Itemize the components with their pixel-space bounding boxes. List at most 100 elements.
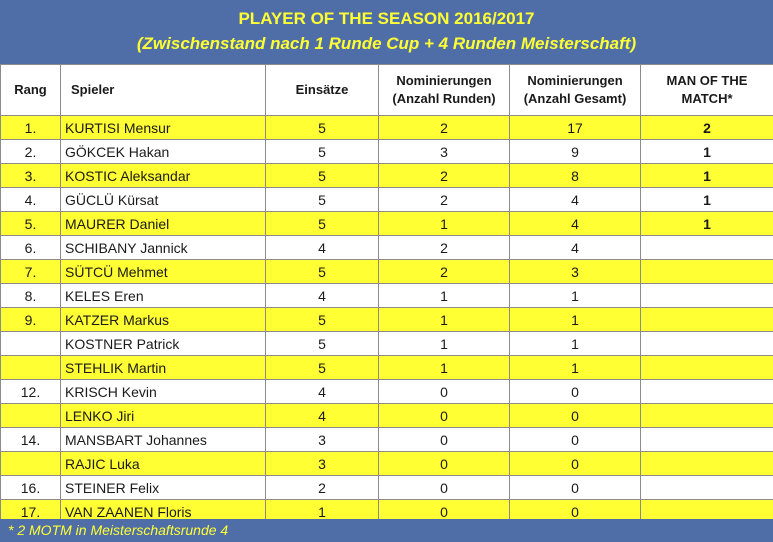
table-row: LENKO Jiri 4 0 0 xyxy=(0,403,773,428)
table-row: RAJIC Luka 3 0 0 xyxy=(0,451,773,476)
header-nominierungen-runden-line2: (Anzahl Runden) xyxy=(392,91,496,106)
table-row: STEHLIK Martin 5 1 1 xyxy=(0,355,773,380)
cell-nominierungen-gesamt: 0 xyxy=(509,379,641,404)
cell-einsaetze: 5 xyxy=(265,139,379,164)
cell-spieler: GÜCLÜ Kürsat xyxy=(60,187,266,212)
cell-einsaetze: 5 xyxy=(265,187,379,212)
cell-einsaetze: 5 xyxy=(265,211,379,236)
header-man-of-the-match: MAN OF THE MATCH* xyxy=(640,64,773,116)
cell-nominierungen-runden: 0 xyxy=(378,451,510,476)
table-row: 1. KURTISI Mensur 5 2 17 2 xyxy=(0,115,773,140)
cell-einsaetze: 3 xyxy=(265,451,379,476)
header-nominierungen-runden: Nominierungen (Anzahl Runden) xyxy=(378,64,510,116)
cell-rang: 14. xyxy=(0,427,61,452)
table-row: KOSTNER Patrick 5 1 1 xyxy=(0,331,773,356)
table-row: 14. MANSBART Johannes 3 0 0 xyxy=(0,427,773,452)
cell-nominierungen-runden: 1 xyxy=(378,307,510,332)
cell-nominierungen-gesamt: 0 xyxy=(509,475,641,500)
cell-nominierungen-runden: 1 xyxy=(378,283,510,308)
cell-nominierungen-gesamt: 4 xyxy=(509,211,641,236)
header-nominierungen-gesamt: Nominierungen (Anzahl Gesamt) xyxy=(509,64,641,116)
cell-rang: 6. xyxy=(0,235,61,260)
header-motm-line2: MATCH* xyxy=(681,91,733,106)
cell-rang xyxy=(0,355,61,380)
cell-man-of-the-match xyxy=(640,451,773,476)
table-row: 9. KATZER Markus 5 1 1 xyxy=(0,307,773,332)
cell-einsaetze: 2 xyxy=(265,475,379,500)
cell-spieler: KRISCH Kevin xyxy=(60,379,266,404)
cell-nominierungen-runden: 2 xyxy=(378,259,510,284)
cell-man-of-the-match: 1 xyxy=(640,139,773,164)
cell-nominierungen-runden: 2 xyxy=(378,235,510,260)
cell-man-of-the-match xyxy=(640,427,773,452)
cell-rang: 9. xyxy=(0,307,61,332)
footnote-band: * 2 MOTM in Meisterschaftsrunde 4 xyxy=(0,519,773,542)
cell-nominierungen-gesamt: 9 xyxy=(509,139,641,164)
cell-einsaetze: 5 xyxy=(265,331,379,356)
cell-nominierungen-gesamt: 0 xyxy=(509,451,641,476)
cell-spieler: KURTISI Mensur xyxy=(60,115,266,140)
cell-nominierungen-runden: 3 xyxy=(378,139,510,164)
cell-nominierungen-gesamt: 3 xyxy=(509,259,641,284)
cell-einsaetze: 4 xyxy=(265,379,379,404)
header-motm-line1: MAN OF THE xyxy=(666,73,748,88)
cell-man-of-the-match xyxy=(640,259,773,284)
sheet-subtitle: (Zwischenstand nach 1 Runde Cup + 4 Rund… xyxy=(136,34,637,53)
cell-spieler: MANSBART Johannes xyxy=(60,427,266,452)
cell-nominierungen-runden: 2 xyxy=(378,187,510,212)
cell-nominierungen-runden: 1 xyxy=(378,331,510,356)
table-row: 3. KOSTIC Aleksandar 5 2 8 1 xyxy=(0,163,773,188)
sheet-title: PLAYER OF THE SEASON 2016/2017 xyxy=(238,9,535,28)
cell-spieler: SÜTCÜ Mehmet xyxy=(60,259,266,284)
cell-nominierungen-gesamt: 8 xyxy=(509,163,641,188)
cell-nominierungen-runden: 0 xyxy=(378,475,510,500)
cell-man-of-the-match xyxy=(640,475,773,500)
cell-nominierungen-gesamt: 4 xyxy=(509,187,641,212)
cell-nominierungen-gesamt: 1 xyxy=(509,355,641,380)
table-row: 5. MAURER Daniel 5 1 4 1 xyxy=(0,211,773,236)
header-row: Rang Spieler Einsätze Nominierungen (Anz… xyxy=(0,64,773,116)
cell-rang: 1. xyxy=(0,115,61,140)
cell-man-of-the-match xyxy=(640,235,773,260)
cell-nominierungen-runden: 0 xyxy=(378,427,510,452)
title-band: PLAYER OF THE SEASON 2016/2017 (Zwischen… xyxy=(0,0,773,64)
cell-einsaetze: 5 xyxy=(265,307,379,332)
cell-man-of-the-match: 1 xyxy=(640,187,773,212)
cell-man-of-the-match xyxy=(640,307,773,332)
cell-nominierungen-runden: 1 xyxy=(378,355,510,380)
cell-einsaetze: 5 xyxy=(265,115,379,140)
cell-nominierungen-gesamt: 1 xyxy=(509,283,641,308)
header-spieler: Spieler xyxy=(60,64,266,116)
cell-nominierungen-runden: 0 xyxy=(378,379,510,404)
cell-nominierungen-runden: 1 xyxy=(378,211,510,236)
cell-spieler: GÖKCEK Hakan xyxy=(60,139,266,164)
cell-man-of-the-match xyxy=(640,331,773,356)
cell-nominierungen-gesamt: 4 xyxy=(509,235,641,260)
cell-spieler: KELES Eren xyxy=(60,283,266,308)
table-row: 4. GÜCLÜ Kürsat 5 2 4 1 xyxy=(0,187,773,212)
standings-table: Rang Spieler Einsätze Nominierungen (Anz… xyxy=(0,64,773,524)
cell-einsaetze: 5 xyxy=(265,259,379,284)
table-row: 6. SCHIBANY Jannick 4 2 4 xyxy=(0,235,773,260)
table-row: 8. KELES Eren 4 1 1 xyxy=(0,283,773,308)
cell-einsaetze: 4 xyxy=(265,235,379,260)
cell-man-of-the-match xyxy=(640,355,773,380)
header-nominierungen-gesamt-line2: (Anzahl Gesamt) xyxy=(523,91,627,106)
cell-einsaetze: 4 xyxy=(265,283,379,308)
cell-spieler: STEHLIK Martin xyxy=(60,355,266,380)
cell-rang: 2. xyxy=(0,139,61,164)
cell-einsaetze: 5 xyxy=(265,163,379,188)
cell-man-of-the-match xyxy=(640,403,773,428)
table-body: 1. KURTISI Mensur 5 2 17 2 2. GÖKCEK Hakan 5 3 9 1 3… xyxy=(0,115,773,524)
cell-spieler: RAJIC Luka xyxy=(60,451,266,476)
header-rang: Rang xyxy=(0,64,61,116)
cell-man-of-the-match xyxy=(640,283,773,308)
cell-rang xyxy=(0,331,61,356)
cell-rang: 4. xyxy=(0,187,61,212)
header-nominierungen-gesamt-line1: Nominierungen xyxy=(527,73,623,88)
header-nominierungen-runden-line1: Nominierungen xyxy=(396,73,492,88)
cell-rang: 8. xyxy=(0,283,61,308)
cell-spieler: STEINER Felix xyxy=(60,475,266,500)
cell-rang: 5. xyxy=(0,211,61,236)
